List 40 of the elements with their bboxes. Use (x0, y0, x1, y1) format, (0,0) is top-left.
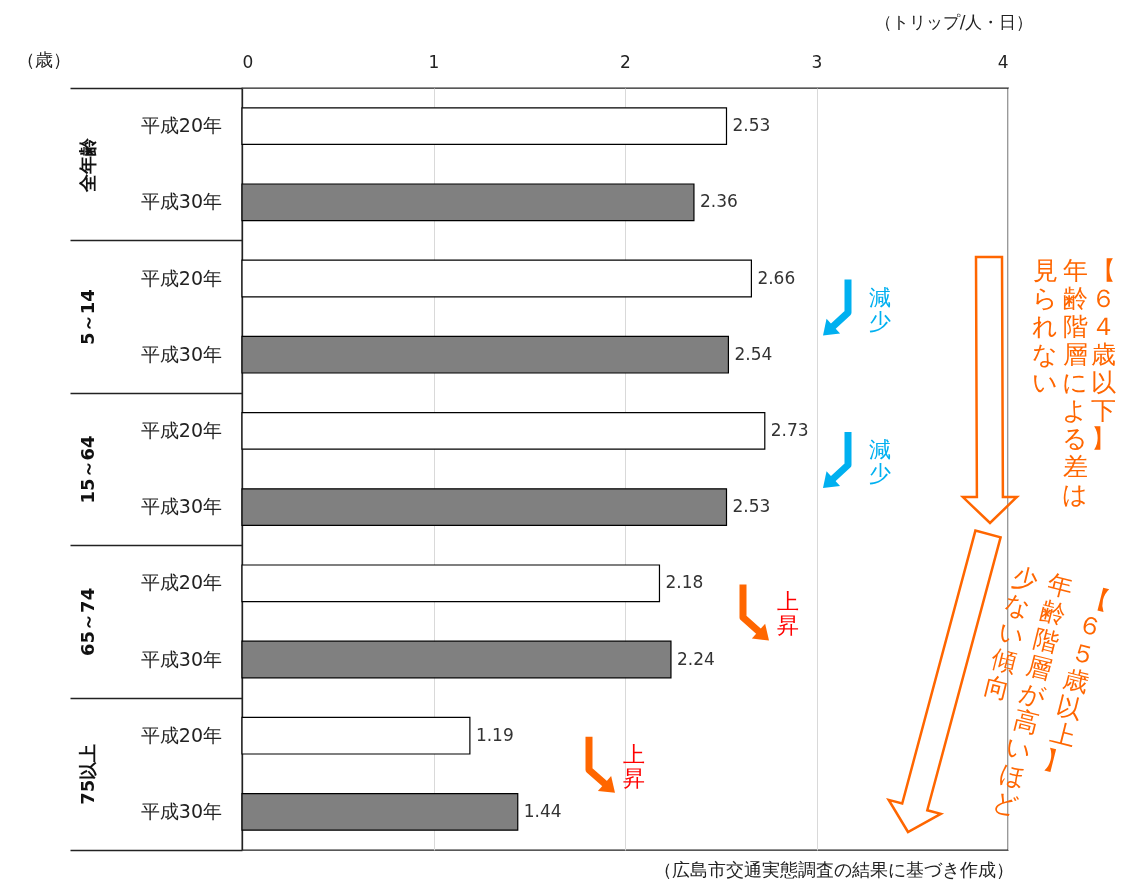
y-tick-label: 75以上 (76, 743, 98, 805)
series-label: 平成30年 (140, 190, 222, 213)
series-label: 平成20年 (140, 114, 222, 137)
y-tick-label: 5～14 (76, 289, 98, 345)
annotation: 減少 (868, 284, 892, 334)
text: 平成20年 (140, 266, 222, 289)
text: 平成20年 (140, 571, 222, 594)
text: 平成30年 (140, 495, 222, 518)
text: 平成30年 (140, 647, 222, 670)
data-label: 2.24 (676, 648, 715, 669)
x-tick-label: 2 (620, 51, 631, 72)
text: 平成20年 (140, 418, 222, 441)
data-label: 2.18 (665, 572, 704, 593)
annotation: 上昇 (776, 589, 800, 639)
y-tick-label: 65～74 (76, 587, 98, 656)
data-label: 2.53 (732, 115, 771, 136)
text: 平成30年 (140, 799, 222, 822)
annotation: 減少 (868, 437, 892, 486)
data-label: 2.53 (732, 496, 771, 517)
y-axis-title: （歳） (16, 48, 71, 70)
annotation: 上昇 (622, 741, 646, 791)
x-tick-label: 1 (428, 51, 440, 72)
x-tick-label: 3 (811, 51, 823, 72)
text: 平成30年 (140, 342, 222, 365)
x-tick-label: 4 (997, 51, 1009, 72)
data-label: 1.19 (475, 724, 514, 745)
x-tick-label: 0 (242, 51, 254, 72)
data-label: 2.73 (770, 419, 809, 440)
text: 【６４歳以下】 (1089, 256, 1117, 453)
data-label: 2.54 (734, 343, 773, 364)
text: 平成20年 (140, 723, 222, 746)
data-label: 1.44 (523, 800, 562, 821)
x-axis-title: （トリップ/人・日） (874, 11, 1034, 32)
data-label: 2.36 (699, 191, 738, 212)
y-tick-label: 15～64 (76, 435, 98, 504)
text: （広島市交通実態調査の結果に基づき作成） (654, 859, 1014, 881)
text: 年齢階層による差は (1062, 256, 1088, 509)
data-label: 2.66 (757, 267, 796, 288)
y-tick-label: 全年齢 (76, 136, 98, 193)
text: 見られない (1031, 256, 1059, 397)
